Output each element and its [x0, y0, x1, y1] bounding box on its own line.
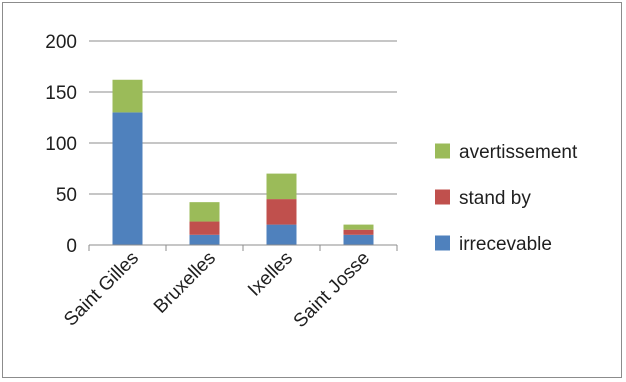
chart-frame: 0 50 100 150 200 Saint Gilles Bruxelles Ixelle…	[2, 2, 622, 378]
y-tick-label: 0	[66, 236, 77, 257]
bar-segment	[343, 224, 374, 230]
legend: avertissement stand by irrecevable	[435, 142, 578, 255]
y-tick-label: 50	[56, 185, 77, 206]
category-label: Saint Gilles	[60, 248, 143, 331]
category-label: Ixelles	[244, 248, 297, 301]
category-label: Saint Josse	[290, 248, 374, 332]
legend-label: irrecevable	[459, 234, 552, 255]
bar-segment	[266, 173, 297, 200]
bar-segment	[189, 234, 220, 245]
x-axis-ticks	[88, 245, 398, 251]
category-label: Bruxelles	[150, 248, 220, 318]
legend-swatch	[435, 143, 450, 159]
legend-label: stand by	[459, 188, 531, 209]
bar-segment	[343, 229, 374, 235]
legend-label: avertissement	[459, 142, 578, 163]
stacked-bar-chart: 0 50 100 150 200 Saint Gilles Bruxelles Ixelle…	[45, 32, 578, 332]
bar-segment	[112, 112, 143, 246]
y-tick-label: 150	[45, 83, 77, 104]
y-axis-tick-labels: 0 50 100 150 200	[45, 32, 77, 257]
bars	[112, 79, 374, 246]
bar-segment	[189, 202, 220, 222]
bar-segment	[266, 199, 297, 225]
y-tick-label: 200	[45, 32, 77, 53]
legend-swatch	[435, 189, 450, 205]
legend-swatch	[435, 235, 450, 251]
bar-segment	[112, 79, 143, 113]
bar-segment	[266, 224, 297, 245]
bar-segment	[343, 234, 374, 245]
bar-segment	[189, 221, 220, 235]
y-tick-label: 100	[45, 134, 77, 155]
